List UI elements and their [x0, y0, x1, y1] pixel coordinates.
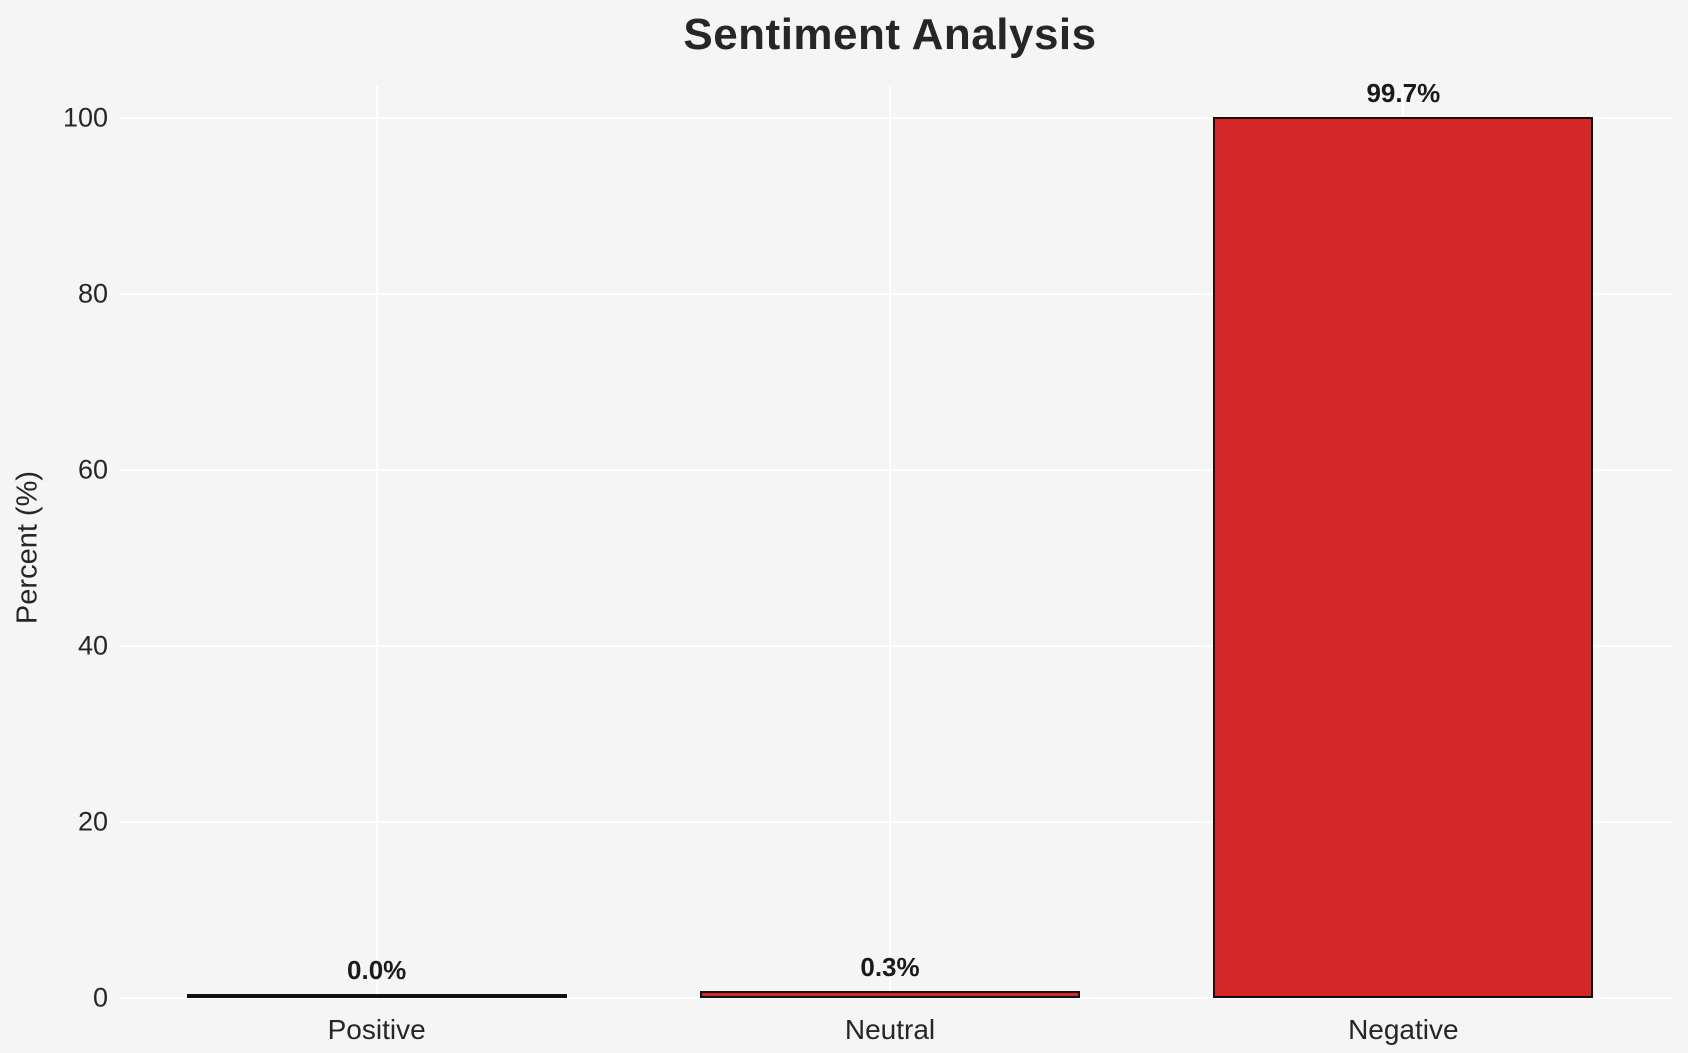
y-tick-label: 20 [77, 806, 108, 837]
h-gridline [120, 997, 1672, 999]
y-tick-label: 60 [77, 454, 108, 485]
h-gridline [120, 469, 1672, 471]
v-gridline [375, 86, 378, 998]
bar-value-label: 99.7% [1366, 77, 1441, 108]
y-tick-label: 0 [92, 982, 108, 1013]
x-tick-label: Neutral [844, 1014, 936, 1045]
chart-title: Sentiment Analysis [683, 10, 1097, 59]
h-gridline [120, 293, 1672, 295]
y-tick-label: 40 [77, 630, 108, 661]
y-tick-label: 80 [77, 278, 108, 309]
bar-negative [1213, 116, 1594, 998]
x-tick-label: Negative [1348, 1014, 1459, 1045]
y-tick-label: 100 [62, 102, 108, 133]
h-gridline [120, 645, 1672, 647]
bar-value-label: 0.0% [347, 955, 407, 985]
y-axis-label: Percent (%) [11, 470, 44, 625]
x-tick-label: Positive [327, 1014, 426, 1045]
bar-neutral [700, 991, 1080, 998]
h-gridline [120, 821, 1672, 823]
h-gridline [120, 117, 1672, 119]
v-gridline [889, 86, 891, 998]
bar-positive [186, 994, 567, 998]
bar-value-label: 0.3% [860, 952, 920, 983]
